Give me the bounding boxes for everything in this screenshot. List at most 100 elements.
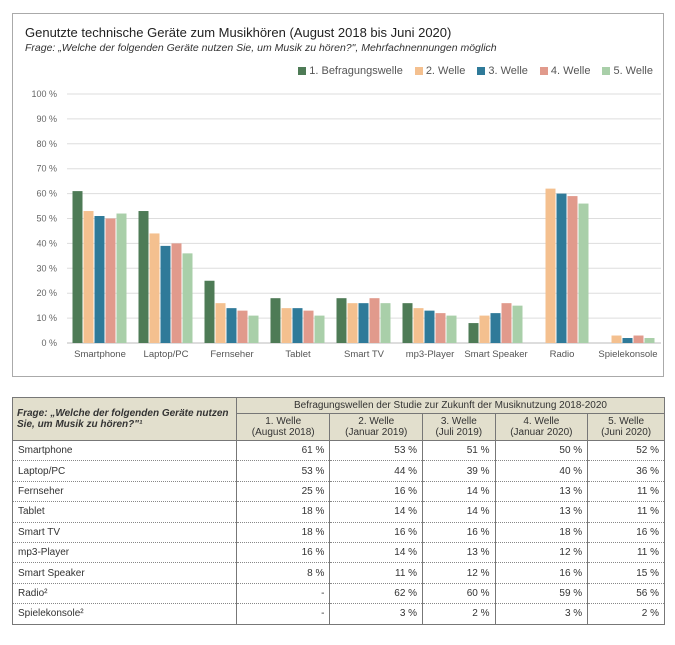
column-date: (Juli 2019): [435, 427, 483, 438]
bar: [215, 303, 226, 343]
bar: [160, 245, 171, 343]
bar: [314, 315, 325, 343]
bar: [611, 335, 622, 343]
bar: [72, 191, 83, 343]
bar: [204, 280, 215, 343]
bar: [578, 203, 589, 343]
column-date: (August 2018): [251, 427, 315, 438]
bar: [490, 313, 501, 343]
y-tick-label: 0 %: [41, 338, 57, 348]
bar: [479, 315, 490, 343]
legend-label: 2. Welle: [425, 65, 466, 77]
table-row: Radio² -62 % 60 % 59 % 56 %: [12, 583, 665, 605]
x-tick-label: Smart TV: [344, 349, 385, 360]
table-cell: 12 %: [422, 562, 496, 584]
table-cell: 44 %: [329, 460, 424, 482]
column-header: 1. Welle (August 2018): [235, 413, 331, 441]
bar: [292, 308, 303, 343]
bar: [556, 193, 567, 343]
bar: [435, 313, 446, 343]
table-cell: 18 %: [495, 522, 589, 543]
bar: [105, 218, 116, 343]
table-cell: 14 %: [422, 481, 496, 503]
bar: [336, 298, 347, 343]
table-cell: 51 %: [422, 440, 496, 462]
table-cell: 8 %: [236, 562, 331, 584]
y-tick-label: 10 %: [36, 313, 57, 323]
table-cell: 16 %: [329, 481, 424, 503]
table-cell: 2 %: [422, 603, 496, 625]
bar: [94, 216, 105, 343]
bar-chart: 0 % 10 % 20 % 30 % 40 % 50 % 60 % 70 % 80 % 90 % 1…: [31, 89, 661, 360]
table-cell: 61 %: [236, 440, 331, 462]
bar: [281, 308, 292, 343]
table-row: Smartphone 61 % 53 % 51 % 50 % 52 %: [12, 440, 665, 462]
column-date: (Januar 2020): [510, 427, 573, 438]
table-cell: 60 %: [422, 583, 496, 605]
bar: [644, 338, 655, 343]
column-header: 3. Welle (Juli 2019): [422, 413, 496, 441]
row-label: Fernseher: [12, 481, 237, 503]
x-tick-label: Fernseher: [210, 349, 253, 360]
y-tick-label: 20 %: [36, 288, 57, 298]
y-tick-label: 80 %: [36, 139, 57, 149]
table-cell: 53 %: [329, 440, 424, 462]
bar: [347, 303, 358, 343]
column-title: 5. Welle: [608, 416, 645, 427]
table-question: Frage: „Welche der folgenden Geräte nutz…: [12, 397, 237, 441]
table-cell: 13 %: [422, 542, 496, 564]
x-tick-label: Radio: [550, 349, 575, 360]
table-row: Smart Speaker 8 % 11 % 12 % 16 % 15 %: [12, 562, 665, 584]
bar: [116, 213, 127, 343]
table-cell: -: [236, 603, 331, 625]
chart-panel: Genutzte technische Geräte zum Musikhöre…: [12, 13, 664, 377]
table-cell: 11 %: [329, 562, 424, 584]
table-cell: 11 %: [587, 542, 665, 564]
table-row: mp3-Player 16 % 14 % 13 % 12 % 11 %: [12, 542, 665, 564]
row-label: Smart Speaker: [12, 562, 237, 584]
bar: [358, 303, 369, 343]
y-tick-label: 70 %: [36, 164, 57, 174]
column-header: 4. Welle (Januar 2020): [494, 413, 589, 441]
bar: [424, 310, 435, 343]
table-row: Tablet 18 % 14 % 14 % 13 % 11 %: [12, 501, 665, 523]
legend-item: 1. Befragungswelle: [298, 65, 403, 77]
legend-item: 5. Welle: [602, 65, 653, 77]
x-tick-label: Laptop/PC: [144, 349, 189, 360]
y-tick-label: 100 %: [31, 89, 57, 99]
bar: [226, 308, 237, 343]
bar: [413, 308, 424, 343]
bar: [171, 243, 182, 343]
table-cell: 12 %: [495, 542, 589, 564]
table-cell: 14 %: [329, 501, 424, 523]
row-label: Laptop/PC: [12, 460, 237, 482]
x-tick-label: mp3-Player: [406, 349, 455, 360]
legend-swatch: [298, 67, 307, 75]
table-cell: 16 %: [422, 522, 496, 543]
x-tick-label: Tablet: [285, 349, 311, 360]
table-cell: 14 %: [329, 542, 424, 564]
table-cell: 11 %: [587, 501, 665, 523]
table-row: Fernseher 25 % 16 % 14 % 13 % 11 %: [12, 481, 665, 503]
bar: [446, 315, 457, 343]
bar: [149, 233, 160, 343]
legend-swatch: [602, 67, 611, 75]
table-cell: 16 %: [587, 522, 665, 543]
legend-label: 1. Befragungswelle: [309, 65, 403, 77]
table-cell: 18 %: [236, 522, 331, 543]
column-title: 3. Welle: [440, 416, 477, 427]
x-tick-label: Spielekonsole: [598, 349, 657, 360]
column-title: 1. Welle: [265, 416, 302, 427]
x-tick-label: Smart Speaker: [464, 349, 527, 360]
bar: [182, 253, 193, 343]
bar: [237, 310, 248, 343]
legend-item: 3. Welle: [477, 65, 528, 77]
row-label: mp3-Player: [12, 542, 237, 564]
legend-item: 4. Welle: [539, 65, 590, 77]
chart-title: Genutzte technische Geräte zum Musikhöre…: [25, 25, 452, 40]
table-cell: 13 %: [495, 501, 589, 523]
table-cell: 36 %: [587, 460, 665, 482]
y-tick-label: 40 %: [36, 238, 57, 248]
table-cell: 16 %: [329, 522, 424, 543]
legend-swatch: [539, 67, 548, 75]
